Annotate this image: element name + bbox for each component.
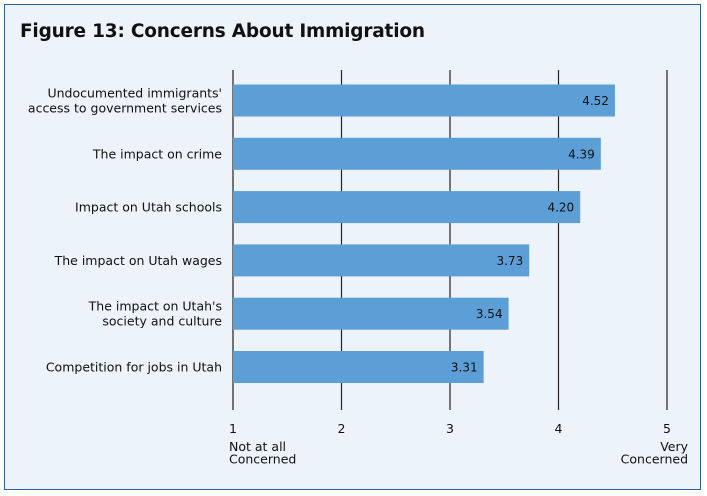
- bar-4: [233, 244, 530, 277]
- bar-value-label-6: 3.31: [451, 361, 478, 375]
- bar-value-label-1: 4.52: [582, 94, 609, 108]
- axis-right-label-line-1: Very: [660, 439, 688, 454]
- bar-value-label-4: 3.73: [496, 254, 523, 268]
- bar-1: [233, 84, 615, 117]
- axis-right-label-line-2: Concerned: [621, 452, 688, 467]
- x-tick-label-1: 1: [229, 421, 237, 436]
- category-label-5-line-2: society and culture: [102, 314, 222, 329]
- axis-left-label-line-1: Not at all: [229, 439, 286, 454]
- bar-5: [233, 297, 509, 330]
- chart-title: Figure 13: Concerns About Immigration: [20, 21, 425, 42]
- bar-value-label-2: 4.39: [568, 147, 595, 161]
- bar-3: [233, 191, 581, 224]
- x-tick-label-3: 3: [446, 421, 454, 436]
- axis-left-label-line-2: Concerned: [229, 452, 296, 467]
- x-tick-label-2: 2: [338, 421, 346, 436]
- category-label-5-line-1: The impact on Utah's: [88, 299, 222, 314]
- bar-value-label-5: 3.54: [476, 307, 503, 321]
- x-tick-label-5: 5: [663, 421, 671, 436]
- category-label-1-line-2: access to government services: [28, 101, 222, 116]
- category-label-3: Impact on Utah schools: [75, 200, 222, 215]
- bar-value-label-3: 4.20: [547, 201, 574, 215]
- x-tick-label-4: 4: [555, 421, 563, 436]
- category-label-4: The impact on Utah wages: [54, 253, 222, 268]
- category-label-2: The impact on crime: [92, 146, 222, 161]
- bar-2: [233, 137, 601, 170]
- category-label-1-line-1: Undocumented immigrants': [47, 86, 222, 101]
- category-label-6: Competition for jobs in Utah: [46, 360, 222, 375]
- bar-6: [233, 351, 484, 383]
